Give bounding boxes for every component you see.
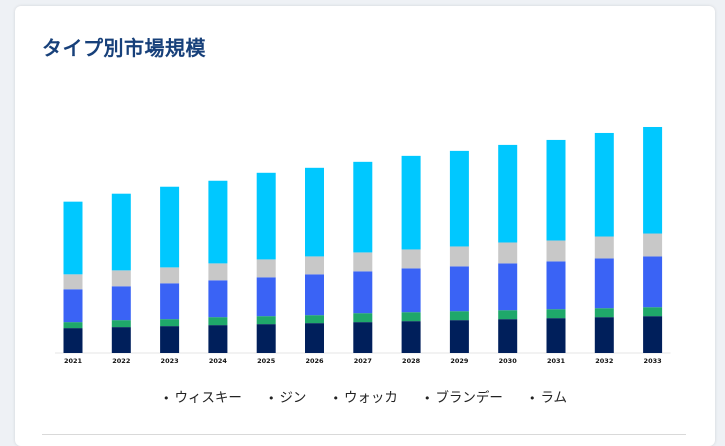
- bar-segment-2032-0: [594, 317, 614, 353]
- bar-segment-2024-1: [208, 317, 228, 326]
- bar-segment-2026-1: [305, 315, 324, 324]
- bar-segment-2029-2: [449, 266, 469, 312]
- bar-segment-2033-2: [643, 256, 663, 308]
- x-tick-label-2025: 2025: [257, 357, 276, 365]
- bar-segment-2031-2: [546, 261, 566, 310]
- bar-segment-2025-1: [256, 316, 276, 325]
- bar-segment-2028-3: [401, 249, 421, 269]
- x-tick-label-2030: 2030: [499, 357, 518, 365]
- bar-segment-2029-3: [449, 246, 469, 267]
- bar-segment-2032-2: [594, 258, 614, 309]
- legend-item-gin[interactable]: • ジン: [268, 386, 307, 406]
- bar-segment-2031-1: [546, 309, 566, 319]
- bar-segment-2027-3: [353, 252, 373, 272]
- bar-segment-2023-4: [160, 186, 180, 268]
- bar-segment-2022-0: [111, 327, 131, 353]
- bar-segment-2021-4: [63, 201, 83, 275]
- x-tick-label-2022: 2022: [112, 357, 130, 365]
- bar-segment-2022-1: [111, 320, 131, 328]
- x-tick-label-2027: 2027: [354, 357, 372, 365]
- bar-segment-2024-2: [208, 280, 228, 318]
- bar-segment-2027-0: [353, 322, 373, 353]
- bar-segment-2030-2: [498, 263, 518, 311]
- bar-segment-2030-0: [498, 319, 518, 353]
- bar-segment-2021-1: [63, 322, 83, 329]
- bar-segment-2021-0: [63, 328, 83, 353]
- x-tick-label-2032: 2032: [595, 357, 613, 365]
- bar-segment-2031-4: [546, 139, 566, 241]
- bar-segment-2022-3: [111, 270, 131, 287]
- bar-segment-2030-4: [498, 144, 518, 243]
- bar-segment-2032-1: [594, 308, 614, 318]
- legend-item-rum[interactable]: • ラム: [529, 386, 567, 406]
- chart-title: タイプ別市場規模: [42, 36, 206, 60]
- bar-segment-2026-2: [305, 274, 324, 316]
- legend-bullet-icon: •: [528, 392, 536, 405]
- bar-segment-2021-2: [63, 289, 83, 323]
- legend-item-brandy[interactable]: • ブランデー: [424, 386, 503, 406]
- bar-segment-2021-3: [63, 274, 83, 290]
- bar-segment-2027-4: [353, 161, 373, 253]
- legend-label: ウォッカ: [343, 390, 398, 406]
- x-tick-label-2021: 2021: [64, 357, 83, 365]
- x-tick-label-2023: 2023: [161, 357, 179, 365]
- footer-divider: [42, 434, 686, 435]
- bar-segment-2025-4: [256, 172, 276, 260]
- bar-segment-2023-2: [160, 283, 180, 320]
- bar-segment-2024-3: [208, 263, 228, 281]
- bar-segment-2033-3: [643, 233, 663, 257]
- x-tick-label-2031: 2031: [547, 357, 566, 365]
- bar-segment-2024-0: [208, 325, 228, 353]
- bar-segment-2028-0: [401, 321, 421, 353]
- bar-segment-2027-1: [353, 313, 373, 323]
- bar-segment-2027-2: [353, 271, 373, 314]
- legend-bullet-icon: •: [332, 392, 339, 405]
- bar-segment-2030-1: [498, 310, 518, 320]
- bar-segment-2026-4: [305, 167, 324, 257]
- bar-segment-2033-4: [643, 126, 663, 234]
- legend-item-whisky[interactable]: • ウィスキー: [163, 386, 242, 406]
- x-tick-label-2029: 2029: [450, 357, 469, 365]
- bar-segment-2022-4: [111, 193, 131, 271]
- bar-segment-2023-0: [160, 326, 180, 353]
- bar-segment-2023-3: [160, 267, 180, 284]
- bar-segment-2025-2: [256, 277, 276, 317]
- stacked-bar-chart: 2021 2022 2023 2024 2025 2026 2027 2028 2029 2030…: [55, 126, 671, 365]
- bar-segment-2025-0: [256, 324, 276, 353]
- chart-legend: • ウィスキー • ジン • ウォッカ • ブランデー • ラム: [15, 386, 715, 406]
- bar-segment-2029-4: [449, 150, 469, 247]
- x-tick-label-2033: 2033: [644, 357, 662, 365]
- legend-label: ウィスキー: [174, 390, 242, 406]
- bar-segment-2028-2: [401, 268, 421, 313]
- bar-segment-2031-3: [546, 240, 566, 262]
- legend-label: ラム: [540, 390, 568, 406]
- bar-segment-2024-4: [208, 180, 228, 264]
- x-tick-label-2028: 2028: [402, 357, 421, 365]
- bar-segment-2033-0: [643, 316, 663, 353]
- x-tick-label-2026: 2026: [305, 357, 324, 365]
- bar-segment-2022-2: [111, 286, 131, 321]
- chart-card: タイプ別市場規模 2021 2022 2023 2024 2025 2026 2027 202…: [15, 6, 715, 446]
- bar-segment-2028-4: [401, 155, 421, 250]
- legend-label: ブランデー: [435, 390, 503, 406]
- bar-segment-2031-0: [546, 318, 566, 353]
- x-tick-label-2024: 2024: [209, 357, 228, 365]
- legend-label: ジン: [279, 390, 307, 406]
- bar-segment-2025-3: [256, 259, 276, 278]
- bar-segment-2032-3: [594, 236, 614, 259]
- bar-segment-2030-3: [498, 242, 518, 264]
- bar-segment-2028-1: [401, 312, 421, 322]
- bar-segment-2033-1: [643, 307, 663, 317]
- bar-segment-2029-1: [449, 311, 469, 321]
- bar-segment-2026-3: [305, 256, 324, 275]
- legend-item-vodka[interactable]: • ウォッカ: [332, 386, 398, 406]
- bar-segment-2026-0: [305, 323, 324, 353]
- legend-bullet-icon: •: [162, 392, 170, 405]
- legend-bullet-icon: •: [267, 392, 275, 405]
- bar-segment-2029-0: [449, 320, 469, 353]
- bar-segment-2032-4: [594, 132, 614, 237]
- bar-segment-2023-1: [160, 319, 180, 327]
- legend-bullet-icon: •: [423, 392, 431, 405]
